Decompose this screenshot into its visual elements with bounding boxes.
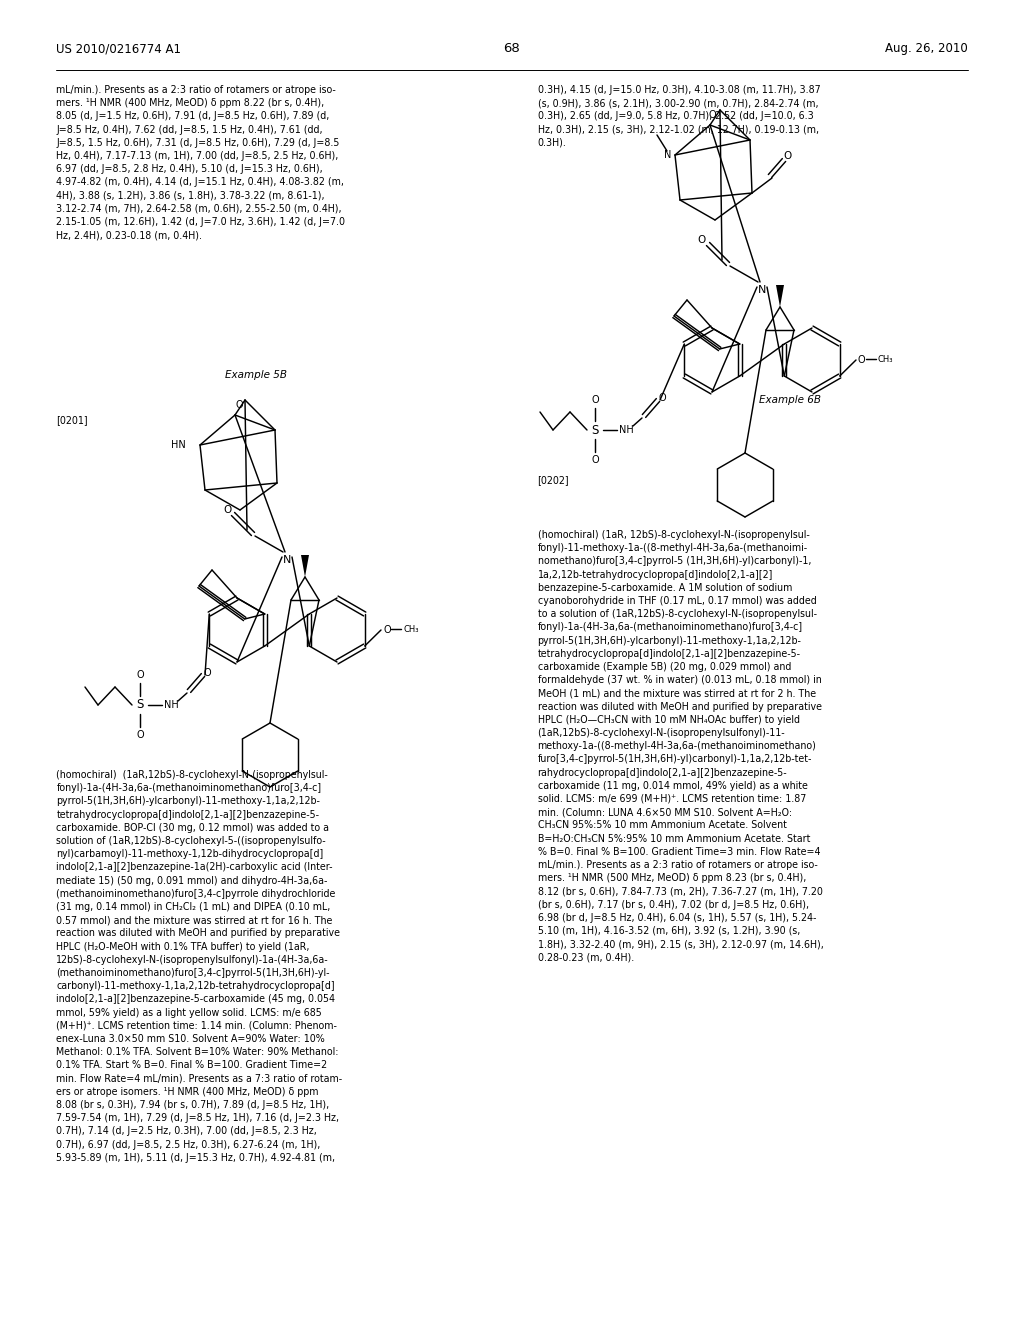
Text: CH₃: CH₃ — [403, 626, 419, 635]
Text: O: O — [236, 400, 243, 411]
Text: O: O — [591, 455, 599, 465]
Text: CH₃: CH₃ — [878, 355, 894, 364]
Polygon shape — [776, 285, 784, 308]
Text: Aug. 26, 2010: Aug. 26, 2010 — [885, 42, 968, 55]
Text: O: O — [709, 110, 716, 120]
Text: O: O — [136, 730, 143, 741]
Text: Example 5B: Example 5B — [225, 370, 287, 380]
Text: Example 6B: Example 6B — [759, 395, 821, 405]
Text: O: O — [223, 506, 231, 515]
Text: NH: NH — [618, 425, 634, 436]
Text: HN: HN — [171, 440, 186, 450]
Text: 0.3H), 4.15 (d, J=15.0 Hz, 0.3H), 4.10-3.08 (m, 11.7H), 3.87
(s, 0.9H), 3.86 (s,: 0.3H), 4.15 (d, J=15.0 Hz, 0.3H), 4.10-3… — [538, 84, 820, 148]
Text: O: O — [203, 668, 211, 678]
Text: US 2010/0216774 A1: US 2010/0216774 A1 — [56, 42, 181, 55]
Text: N: N — [664, 150, 671, 160]
Polygon shape — [301, 554, 309, 577]
Text: 68: 68 — [504, 42, 520, 55]
Text: O: O — [698, 235, 707, 246]
Text: S: S — [136, 698, 143, 711]
Text: NH: NH — [164, 700, 179, 710]
Text: (homochiral)  (1aR,12bS)-8-cyclohexyl-N-(isopropenylsul-
fonyl)-1a-(4H-3a,6a-(me: (homochiral) (1aR,12bS)-8-cyclohexyl-N-(… — [56, 770, 342, 1163]
Text: O: O — [383, 624, 390, 635]
Text: O: O — [591, 395, 599, 405]
Text: O: O — [858, 355, 865, 366]
Text: N: N — [758, 285, 766, 294]
Text: mL/min.). Presents as a 2:3 ratio of rotamers or atrope iso-
mers. ¹H NMR (400 M: mL/min.). Presents as a 2:3 ratio of rot… — [56, 84, 345, 240]
Text: [0201]: [0201] — [56, 414, 88, 425]
Text: O: O — [136, 671, 143, 680]
Text: (homochiral) (1aR, 12bS)-8-cyclohexyl-N-(isopropenylsul-
fonyl)-11-methoxy-1a-((: (homochiral) (1aR, 12bS)-8-cyclohexyl-N-… — [538, 531, 823, 962]
Text: N: N — [283, 554, 291, 565]
Text: O: O — [658, 393, 666, 403]
Text: O: O — [783, 150, 792, 161]
Text: S: S — [591, 424, 599, 437]
Text: [0202]: [0202] — [538, 475, 569, 484]
